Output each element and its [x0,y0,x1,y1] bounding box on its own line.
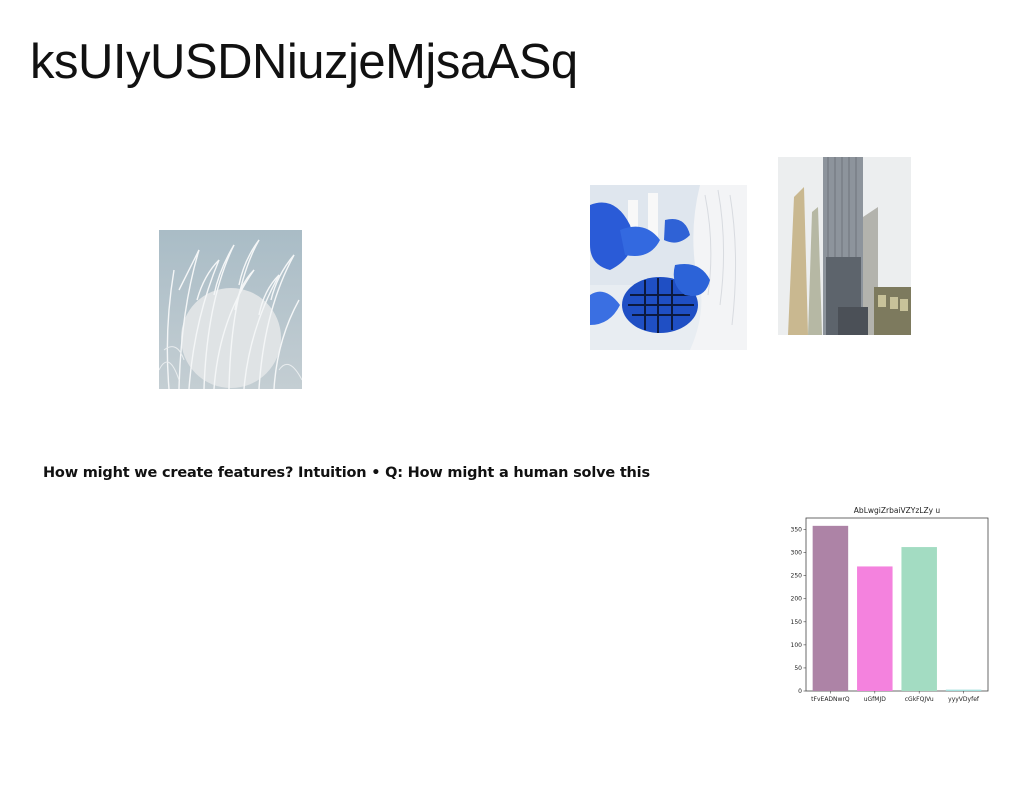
chart-bar-1 [857,566,893,691]
chart-xtick-label-0: tFvEADNwrQ [811,696,850,703]
chart-xtick-label-2: cGkFQJVu [905,696,934,703]
chart-ytick-label-1: 50 [794,665,802,672]
chart-title: AbLwgiZrbaiVZYzLZy u [854,506,941,515]
chart-ytick-label-5: 250 [791,573,803,580]
chart-bar-0 [812,525,849,691]
chart-ytick-label-3: 150 [791,619,803,626]
slide-caption: How might we create features? Intuition … [43,465,650,481]
chart-ytick-label-4: 200 [791,596,803,603]
blue-pie-photo [590,185,747,350]
chart-xtick-label-3: yyyVDyfef [948,696,980,703]
bar-chart: AbLwgiZrbaiVZYzLZy u 0 50 100 150 200 250 300 3… [780,502,994,708]
chart-ytick-label-0: 0 [798,688,802,695]
skyscraper-photo [778,157,911,335]
chart-xtick-label-1: uGfMJD [864,696,887,703]
chart-ytick-label-6: 300 [791,550,803,557]
chart-bar-3 [945,689,982,691]
slide-title: ksUIyUSDNiuzjeMjsaASq [30,35,578,89]
chart-ytick-label-2: 100 [791,642,803,649]
grass-photo [159,230,302,389]
chart-bar-2 [901,547,937,691]
chart-ytick-label-7: 350 [791,527,803,534]
chart-frame [805,517,989,692]
